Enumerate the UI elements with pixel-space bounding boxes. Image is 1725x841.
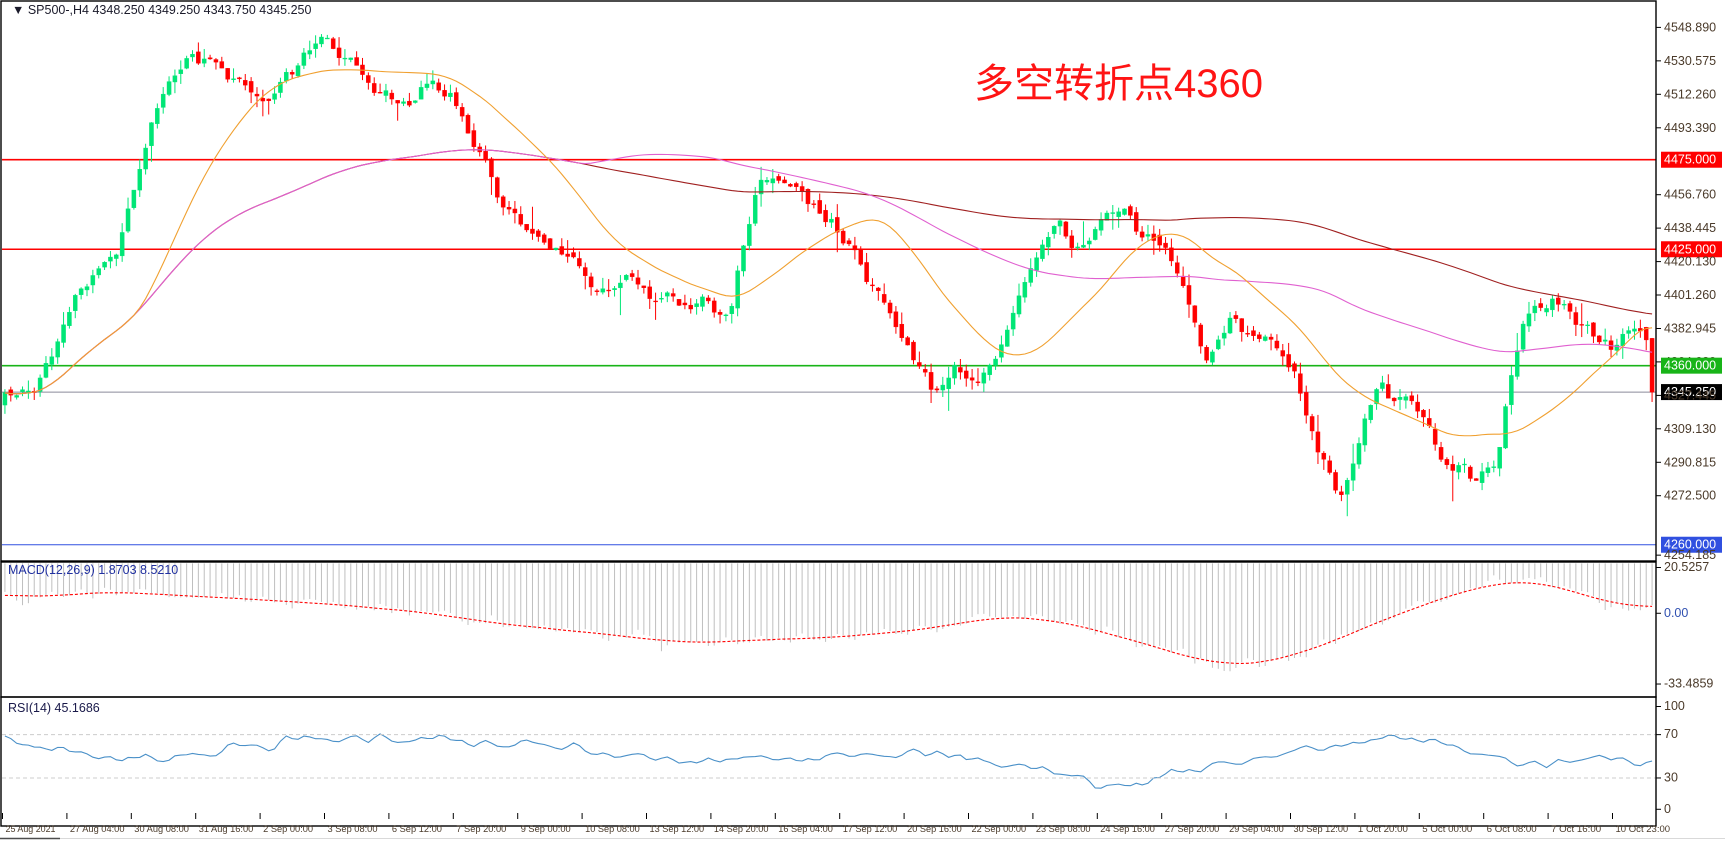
svg-text:10 Oct 23:00: 10 Oct 23:00	[1616, 824, 1671, 835]
svg-text:1 Oct 20:00: 1 Oct 20:00	[1358, 824, 1408, 835]
svg-text:25 Aug 2021: 25 Aug 2021	[6, 824, 56, 835]
svg-text:4530.575: 4530.575	[1664, 54, 1716, 68]
svg-text:MACD(12,26,9) 1.8703 8.5210: MACD(12,26,9) 1.8703 8.5210	[8, 563, 178, 577]
svg-text:30: 30	[1664, 771, 1678, 785]
svg-text:30 Sep 12:00: 30 Sep 12:00	[1294, 824, 1349, 835]
svg-text:29 Sep 04:00: 29 Sep 04:00	[1229, 824, 1284, 835]
svg-text:24 Sep 16:00: 24 Sep 16:00	[1100, 824, 1155, 835]
svg-text:-33.4859: -33.4859	[1664, 677, 1713, 691]
svg-text:3 Sep 08:00: 3 Sep 08:00	[328, 824, 378, 835]
svg-text:4512.260: 4512.260	[1664, 87, 1716, 101]
svg-text:23 Sep 08:00: 23 Sep 08:00	[1036, 824, 1091, 835]
svg-text:▼ SP500-,H4 4348.250 4349.25: ▼ SP500-,H4 4348.250 4349.250 4343.750 4…	[12, 3, 311, 17]
svg-text:4382.945: 4382.945	[1664, 322, 1716, 336]
svg-text:4420.130: 4420.130	[1664, 255, 1716, 269]
svg-text:6 Sep 12:00: 6 Sep 12:00	[392, 824, 442, 835]
svg-text:4548.890: 4548.890	[1664, 20, 1716, 34]
svg-text:17 Sep 12:00: 17 Sep 12:00	[843, 824, 898, 835]
svg-text:20 Sep 16:00: 20 Sep 16:00	[907, 824, 962, 835]
svg-text:多空转折点4360: 多空转折点4360	[974, 62, 1263, 106]
svg-text:27 Aug 04:00: 27 Aug 04:00	[70, 824, 125, 835]
svg-text:4456.760: 4456.760	[1664, 188, 1716, 202]
svg-text:4401.260: 4401.260	[1664, 288, 1716, 302]
svg-text:70: 70	[1664, 727, 1678, 741]
svg-text:6 Oct 08:00: 6 Oct 08:00	[1487, 824, 1537, 835]
svg-text:4360.000: 4360.000	[1664, 359, 1716, 373]
svg-text:0: 0	[1664, 802, 1671, 816]
svg-text:10 Sep 08:00: 10 Sep 08:00	[585, 824, 640, 835]
svg-text:31 Aug 16:00: 31 Aug 16:00	[199, 824, 254, 835]
svg-text:22 Sep 00:00: 22 Sep 00:00	[972, 824, 1027, 835]
svg-text:4272.500: 4272.500	[1664, 489, 1716, 503]
svg-text:20.5257: 20.5257	[1664, 560, 1709, 574]
svg-text:RSI(14) 45.1686: RSI(14) 45.1686	[8, 701, 100, 715]
svg-text:16 Sep 04:00: 16 Sep 04:00	[778, 824, 833, 835]
svg-text:4493.390: 4493.390	[1664, 121, 1716, 135]
svg-text:7 Oct 16:00: 7 Oct 16:00	[1551, 824, 1601, 835]
svg-text:4327.445: 4327.445	[1664, 388, 1716, 402]
svg-text:4438.445: 4438.445	[1664, 221, 1716, 235]
svg-text:4309.130: 4309.130	[1664, 422, 1716, 436]
svg-text:14 Sep 20:00: 14 Sep 20:00	[714, 824, 769, 835]
svg-text:0.00: 0.00	[1664, 606, 1688, 620]
svg-text:4290.815: 4290.815	[1664, 455, 1716, 469]
svg-text:5 Oct 00:00: 5 Oct 00:00	[1422, 824, 1472, 835]
svg-text:100: 100	[1664, 699, 1685, 713]
svg-text:7 Sep 20:00: 7 Sep 20:00	[456, 824, 506, 835]
svg-text:13 Sep 12:00: 13 Sep 12:00	[650, 824, 705, 835]
svg-text:27 Sep 20:00: 27 Sep 20:00	[1165, 824, 1220, 835]
svg-text:9 Sep 00:00: 9 Sep 00:00	[521, 824, 571, 835]
svg-text:30 Aug 08:00: 30 Aug 08:00	[134, 824, 189, 835]
svg-text:4475.000: 4475.000	[1664, 153, 1716, 167]
svg-text:2 Sep 00:00: 2 Sep 00:00	[263, 824, 313, 835]
